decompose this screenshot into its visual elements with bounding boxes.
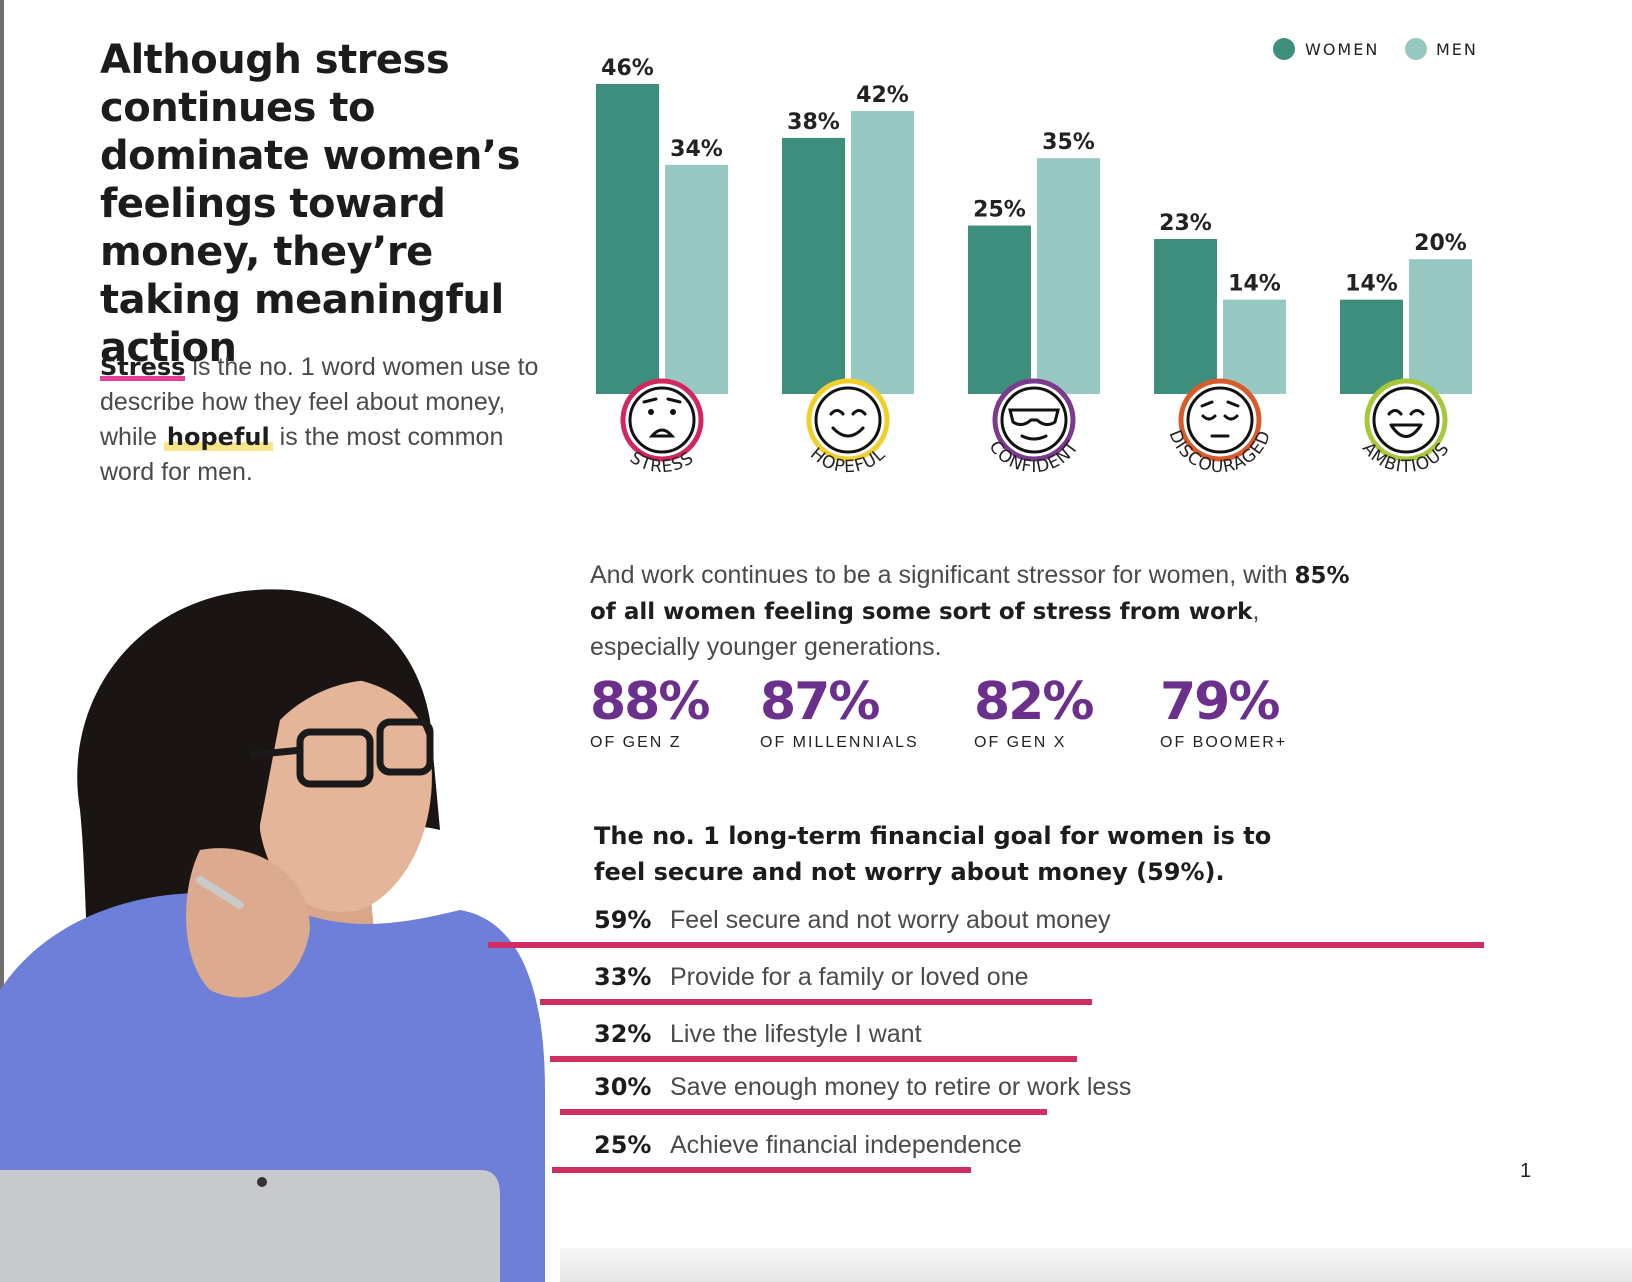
goal-label: Save enough money to retire or work less [670,1073,1132,1101]
goal-percent: 25% [594,1131,652,1159]
bar-stress-men [665,164,728,394]
stress-word: Stress [100,353,186,381]
bar-stress-women [596,84,659,394]
goal-percent: 30% [594,1073,652,1101]
work-text-1: And work continues to be a significant s… [590,561,1295,589]
stat-boomer: 79% OF BOOMER+ [1160,672,1287,752]
stat-label: OF GEN Z [590,734,682,751]
bar-value-label: 14% [1228,272,1281,297]
intro-text-2: is the most common word for men. [100,423,504,486]
bar-value-label: 25% [973,198,1026,223]
goal-bar [550,1056,1077,1062]
goal-bar [552,1167,972,1173]
stat-gen-z: 88% OF GEN Z [590,672,710,752]
bar-confident-men [1037,158,1100,394]
goal-label: Feel secure and not worry about money [670,906,1111,934]
sad-face-icon [620,378,704,462]
goal-percent: 32% [594,1020,652,1048]
bar-discouraged-men [1223,299,1286,394]
bar-discouraged-women [1154,239,1217,394]
goal-item: 32% Live the lifestyle I want [594,1020,1594,1060]
goal-label: Provide for a family or loved one [670,963,1029,991]
woman-photo [0,589,545,1282]
bar-value-label: 46% [601,56,654,81]
stat-value: 87% [760,672,880,732]
feelings-bar-chart: WOMEN MEN 46%34%STRESS38%42%HOPEFUL25%35… [596,38,1478,477]
stat-label: OF GEN X [974,734,1067,751]
stat-gen-x: 82% OF GEN X [974,672,1094,752]
legend-men-label: MEN [1436,40,1478,59]
stat-value: 79% [1160,672,1280,732]
stat-value: 82% [974,672,1094,732]
legend-women-swatch [1273,38,1295,60]
intro-text-1: is the no. 1 word women use to describe … [100,353,539,451]
grinning-face-icon [1364,378,1448,462]
background-floor [560,1248,1632,1282]
legend-men-swatch [1405,38,1427,60]
bar-value-label: 23% [1159,211,1212,236]
stat-label: OF BOOMER+ [1160,734,1288,751]
camera-icon [257,1177,267,1187]
work-text-bold: 85% of all women feeling some sort of st… [590,563,1350,625]
stat-millennials: 87% OF MILLENNIALS [760,672,919,752]
goal-percent: 33% [594,963,652,991]
hands-shape [186,848,310,998]
discouraged-face-icon [1178,378,1262,462]
bar-hopeful-women [782,137,845,395]
bar-value-label: 35% [1042,130,1095,155]
sunglasses-face-icon [992,378,1076,462]
bar-value-label: 20% [1414,231,1467,256]
bar-hopeful-men [851,110,914,395]
glasses-right-lens [376,718,434,776]
bar-confident-women [968,225,1031,394]
hair-fringe-shape [220,628,420,870]
goal-bar [540,999,1092,1005]
bar-value-label: 34% [670,137,723,162]
bar-ambitious-men [1409,259,1472,394]
goal-label: Live the lifestyle I want [670,1020,922,1048]
smiling-face-icon [806,378,890,462]
goal-bar [560,1109,1047,1115]
goal-item: 59% Feel secure and not worry about mone… [594,906,1594,946]
goal-item: 25% Achieve financial independence [594,1131,1594,1171]
chart-legend: WOMEN MEN [1273,38,1478,60]
goal-percent: 59% [594,906,652,934]
hopeful-word: hopeful [164,423,273,451]
goal-bar [488,942,1484,948]
glasses-arm [249,746,303,759]
page-number: 1 [1520,1160,1532,1182]
bar-ambitious-women [1340,299,1403,394]
bar-value-label: 38% [787,110,840,135]
goal-item: 30% Save enough money to retire or work … [594,1073,1594,1113]
goals-heading: The no. 1 long-term financial goal for w… [594,822,1272,886]
intro-paragraph: Stress is the no. 1 word women use to de… [100,350,550,490]
headline: Although stress continues to dominate wo… [100,37,520,371]
bar-value-label: 42% [856,83,909,108]
work-stress-paragraph: And work continues to be a significant s… [590,558,1350,665]
legend-women-label: WOMEN [1305,40,1379,59]
bars-group: 46%34%STRESS38%42%HOPEFUL25%35%CONFIDENT… [596,56,1472,477]
laptop-shape [0,1170,500,1282]
goal-item: 33% Provide for a family or loved one [594,963,1594,1003]
pen-shape [196,876,244,909]
stat-value: 88% [590,672,710,732]
stat-label: OF MILLENNIALS [760,734,919,751]
bar-value-label: 14% [1345,272,1398,297]
generation-stats: 88% OF GEN Z 87% OF MILLENNIALS 82% OF G… [590,672,1350,762]
glasses-left-lens [296,728,374,788]
work-text-2: , especially younger generations. [590,597,1260,661]
goal-label: Achieve financial independence [670,1131,1022,1159]
page-edge [0,0,4,1282]
